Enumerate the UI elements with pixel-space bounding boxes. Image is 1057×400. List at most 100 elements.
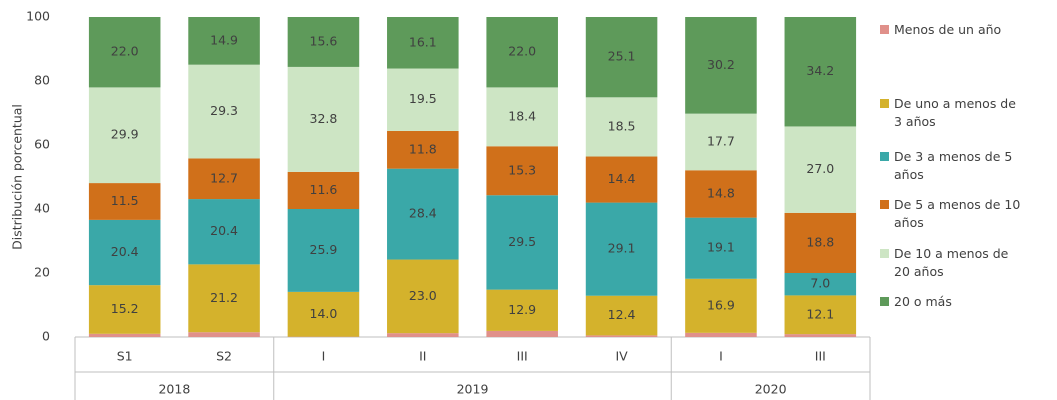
bar-segment	[287, 209, 360, 292]
bar-segment	[784, 334, 857, 337]
data-label: 11.6	[310, 182, 338, 197]
data-label: 14.0	[310, 306, 338, 321]
legend-swatch	[880, 249, 889, 258]
data-label: 7.0	[810, 276, 830, 291]
data-label: 20.4	[210, 223, 238, 238]
data-label: 15.3	[508, 162, 536, 177]
y-tick-label: 0	[42, 329, 50, 344]
y-tick-label: 40	[34, 201, 50, 216]
bar-segment	[188, 264, 260, 333]
bar-segment	[387, 68, 459, 131]
bar-segment	[486, 17, 558, 88]
data-label: 16.1	[409, 34, 437, 49]
bar-segment	[784, 126, 857, 213]
legend-swatch	[880, 25, 889, 34]
bar-segment	[387, 168, 459, 260]
data-label: 22.0	[111, 44, 139, 59]
data-label: 14.4	[608, 171, 636, 186]
data-label: 17.7	[707, 133, 735, 148]
bar-segment	[486, 146, 558, 196]
bar-segment	[585, 202, 658, 296]
data-label: 19.5	[409, 91, 437, 106]
legend-swatch	[880, 152, 889, 161]
data-label: 14.9	[210, 32, 238, 47]
bar-segment	[486, 87, 558, 147]
bar-segment	[784, 17, 857, 127]
bar-segment	[188, 332, 260, 337]
bar-segment	[486, 330, 558, 337]
legend-swatch	[880, 297, 889, 306]
bar-segment	[486, 289, 558, 331]
bar-segment	[784, 295, 857, 335]
y-tick-label: 60	[34, 137, 50, 152]
y-tick-label: 80	[34, 73, 50, 88]
data-label: 34.2	[806, 63, 834, 78]
bar-segment	[387, 130, 459, 169]
legend-item: De 3 a menos de 5 años	[880, 148, 1050, 184]
x-tick-label: S1	[117, 349, 133, 364]
bar-segment	[88, 87, 161, 184]
data-label: 11.8	[409, 141, 437, 156]
data-label: 12.7	[210, 170, 238, 185]
legend-item: De 10 a menos de 20 años	[880, 245, 1050, 281]
bar-segment	[88, 219, 161, 286]
data-label: 29.3	[210, 103, 238, 118]
data-label: 23.0	[409, 288, 437, 303]
bar-segment	[387, 333, 459, 337]
legend-swatch	[880, 200, 889, 209]
data-label: 30.2	[707, 57, 735, 72]
legend-label: De 5 a menos de 10 años	[894, 197, 1021, 230]
data-label: 28.4	[409, 206, 437, 221]
data-label: 16.9	[707, 297, 735, 312]
bar-segment	[685, 278, 757, 333]
legend-swatch	[880, 99, 889, 108]
x-tick-label: III	[517, 349, 528, 364]
data-label: 12.9	[508, 302, 536, 317]
bar-segment	[585, 17, 658, 98]
bar-segment	[88, 183, 161, 220]
data-label: 12.1	[806, 306, 834, 321]
bar-segment	[287, 291, 360, 337]
legend-label: De 3 a menos de 5 años	[894, 149, 1013, 182]
x-tick-label: I	[322, 349, 326, 364]
legend-label: 20 o más	[894, 294, 952, 309]
x-tick-label: I	[719, 349, 723, 364]
bar-segment	[784, 273, 857, 296]
bar-segment	[188, 64, 260, 159]
legend-label: De uno a menos de 3 años	[894, 96, 1016, 129]
group-label: 2019	[457, 382, 489, 397]
bar-segment	[685, 170, 757, 218]
bar-segment	[685, 17, 757, 114]
data-label: 32.8	[310, 111, 338, 126]
bar-segment	[287, 171, 360, 209]
bar-segment	[585, 97, 658, 157]
bar-segment	[585, 335, 658, 337]
bar-segment	[685, 217, 757, 279]
data-label: 11.5	[111, 193, 139, 208]
bar-segment	[784, 212, 857, 273]
y-axis-label: Distribución porcentual	[10, 104, 25, 250]
group-label: 2020	[755, 382, 787, 397]
data-label: 25.9	[310, 242, 338, 257]
data-label: 14.8	[707, 185, 735, 200]
data-label: 15.6	[310, 33, 338, 48]
data-label: 18.5	[608, 118, 636, 133]
data-label: 27.0	[806, 161, 834, 176]
bar-segment	[287, 66, 360, 172]
data-label: 18.8	[806, 234, 834, 249]
legend-label: De 10 a menos de 20 años	[894, 246, 1009, 279]
bar-segment	[387, 17, 459, 69]
legend-item: De uno a menos de 3 años	[880, 95, 1050, 131]
data-label: 25.1	[608, 49, 636, 64]
x-tick-label: S2	[216, 349, 232, 364]
data-label: 21.2	[210, 290, 238, 305]
x-tick-label: IV	[615, 349, 628, 364]
legend-item: De 5 a menos de 10 años	[880, 196, 1050, 232]
data-label: 29.5	[508, 234, 536, 249]
data-label: 18.4	[508, 108, 536, 123]
bar-segment	[88, 17, 161, 88]
legend-label: Menos de un año	[894, 22, 1002, 37]
data-label: 29.9	[111, 127, 139, 142]
